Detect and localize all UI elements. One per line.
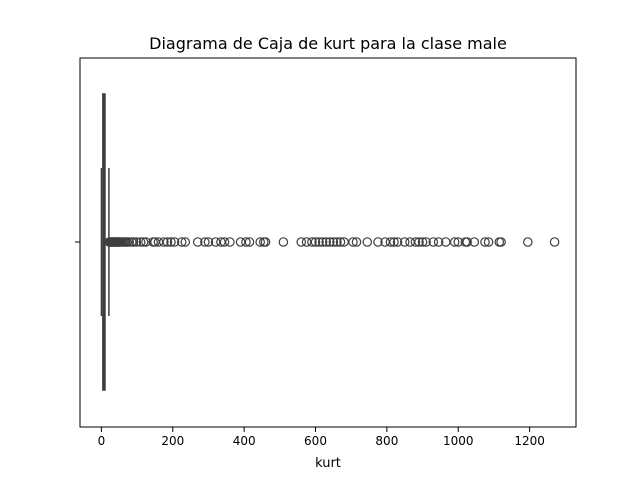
- outlier-point: [414, 237, 424, 247]
- outlier-point: [317, 237, 328, 247]
- outlier-point: [278, 237, 289, 247]
- outlier-point: [373, 237, 383, 247]
- outlier-point: [176, 237, 187, 247]
- outlier-point: [480, 237, 490, 247]
- outlier-point: [169, 237, 180, 247]
- x-axis: 0 200 400 600 800 1000 1200: [98, 427, 545, 448]
- outlier-point: [549, 237, 560, 247]
- outlier-point: [225, 237, 235, 247]
- outlier-point: [203, 237, 214, 247]
- outlier-point: [449, 237, 460, 247]
- box-group: [100, 93, 110, 391]
- outlier-point: [362, 237, 373, 247]
- outlier-point: [138, 237, 149, 247]
- outlier-point: [180, 237, 191, 247]
- outlier-point: [162, 237, 173, 247]
- outlier-point: [523, 237, 533, 247]
- outlier-point: [131, 237, 142, 247]
- outlier-point: [348, 237, 358, 247]
- outlier-point: [244, 237, 255, 247]
- outlier-point: [260, 237, 271, 247]
- outlier-point: [483, 237, 494, 247]
- x-tick-label: 800: [375, 434, 398, 448]
- outlier-point: [328, 237, 339, 247]
- outlier-point: [410, 237, 421, 247]
- outlier-point: [469, 237, 480, 247]
- outlier-point: [332, 237, 342, 247]
- outlier-point: [296, 237, 307, 247]
- outlier-point: [389, 237, 399, 247]
- outlier-point: [159, 237, 169, 247]
- outlier-point: [241, 237, 251, 247]
- outlier-point: [335, 237, 346, 247]
- outlier-point: [385, 237, 396, 247]
- outlier-point: [324, 237, 335, 247]
- outlier-point: [351, 237, 362, 247]
- outlier-point: [310, 237, 321, 247]
- outlier-group: [104, 237, 560, 247]
- outlier-point: [392, 237, 403, 247]
- outlier-point: [314, 237, 324, 247]
- outlier-point: [496, 237, 506, 247]
- x-tick-label: 400: [233, 434, 256, 448]
- outlier-point: [192, 237, 203, 247]
- outlier-point: [255, 237, 266, 247]
- outlier-point: [428, 237, 439, 247]
- outlier-point: [462, 237, 472, 247]
- x-tick-label: 200: [161, 434, 184, 448]
- outlier-point: [417, 237, 428, 247]
- x-tick-label: 0: [98, 434, 106, 448]
- outlier-point: [166, 237, 176, 247]
- outlier-point: [307, 237, 317, 247]
- outlier-point: [321, 237, 332, 247]
- outlier-point: [399, 237, 410, 247]
- outlier-point: [219, 237, 230, 247]
- outlier-point: [128, 237, 139, 247]
- outlier-point: [200, 237, 210, 247]
- x-tick-label: 1000: [443, 434, 474, 448]
- outlier-point: [433, 237, 444, 247]
- x-tick-label: 1200: [514, 434, 545, 448]
- outlier-point: [124, 237, 135, 247]
- outlier-point: [421, 237, 431, 247]
- outlier-point: [135, 237, 146, 247]
- x-tick-label: 600: [304, 434, 327, 448]
- chart-title: Diagrama de Caja de kurt para la clase m…: [149, 34, 507, 53]
- x-axis-label: kurt: [315, 456, 341, 471]
